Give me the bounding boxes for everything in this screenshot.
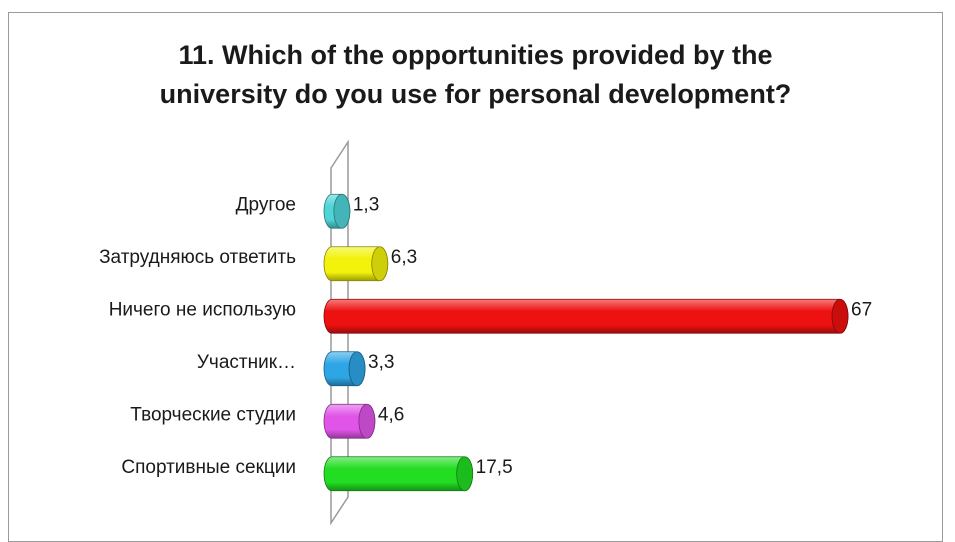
value-label-1: 4,6: [378, 404, 404, 425]
bar-0: [323, 456, 474, 492]
chart-plot: 17,5 Спортивные секции 4,6 Творческие студи…: [99, 139, 872, 526]
category-label-2: Участник…: [197, 352, 296, 373]
value-label-4: 6,3: [391, 247, 417, 268]
category-label-0: Спортивные секции: [121, 457, 296, 478]
category-label-5: Другое: [236, 194, 296, 215]
chart-title: 11. Which of the opportunities provided …: [159, 40, 792, 109]
bar-cap-2: [348, 351, 366, 387]
bar-cap-4: [371, 246, 389, 282]
bar-cap-3: [831, 298, 849, 334]
bar-cap-1: [358, 403, 376, 439]
chart: 11. Which of the opportunities provided …: [8, 12, 943, 542]
value-label-5: 1,3: [353, 194, 379, 215]
value-label-2: 3,3: [368, 352, 394, 373]
value-label-3: 67: [851, 299, 872, 320]
bar-3: [323, 298, 849, 334]
value-label-0: 17,5: [476, 457, 513, 478]
category-label-3: Ничего не использую: [109, 299, 296, 320]
category-label-4: Затрудняюсь ответить: [99, 247, 296, 268]
chart-frame: [8, 12, 943, 542]
bar-cap-5: [333, 193, 351, 229]
category-label-1: Творческие студии: [130, 404, 296, 425]
bar-cap-0: [456, 456, 474, 492]
